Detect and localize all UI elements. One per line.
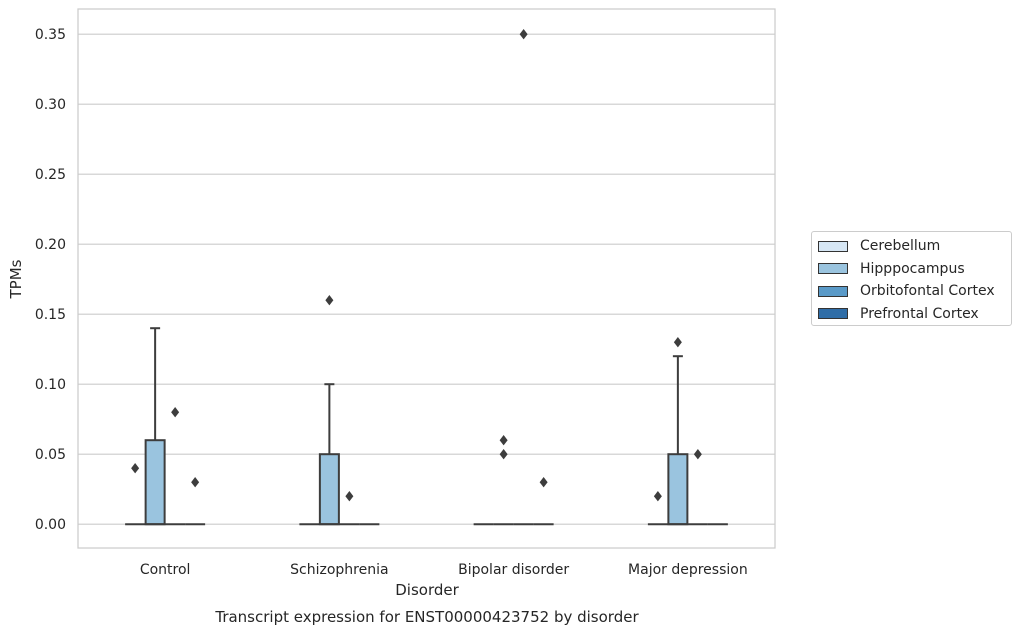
outlier-point bbox=[191, 477, 200, 488]
plot-outliers bbox=[131, 29, 702, 502]
legend-swatch bbox=[818, 308, 848, 319]
y-tick-label: 0.15 bbox=[35, 307, 66, 323]
legend-item: Hipppocampus bbox=[818, 259, 965, 279]
box-body bbox=[144, 439, 166, 526]
y-tick-label: 0.30 bbox=[35, 97, 66, 113]
box-body bbox=[667, 453, 689, 526]
x-tick-label: Schizophrenia bbox=[290, 562, 388, 578]
y-tick-label: 0.10 bbox=[35, 377, 66, 393]
outlier-point bbox=[653, 491, 662, 502]
outlier-point bbox=[499, 435, 508, 446]
box-1-3 bbox=[667, 355, 689, 526]
outlier-point bbox=[131, 463, 140, 474]
outlier-point bbox=[519, 29, 528, 40]
plot-frame bbox=[77, 8, 776, 549]
plot-boxes bbox=[125, 327, 728, 526]
outlier-point bbox=[673, 337, 682, 348]
legend-item: Cerebellum bbox=[818, 236, 940, 256]
box-1-1 bbox=[318, 383, 340, 526]
outlier-point bbox=[325, 295, 334, 306]
legend-swatch bbox=[818, 263, 848, 274]
outlier-point bbox=[693, 449, 702, 460]
outlier-point bbox=[345, 491, 354, 502]
legend: Cerebellum Hipppocampus Orbitofontal Corte… bbox=[811, 231, 1012, 326]
outlier-point bbox=[539, 477, 548, 488]
box-body bbox=[318, 453, 340, 526]
y-tick-label: 0.25 bbox=[35, 167, 66, 183]
y-tick-label: 0.00 bbox=[35, 517, 66, 533]
x-tick-label: Control bbox=[140, 562, 191, 578]
legend-item: Prefrontal Cortex bbox=[818, 304, 979, 324]
legend-label: Cerebellum bbox=[860, 238, 941, 254]
outlier-point bbox=[171, 407, 180, 418]
box-1-0 bbox=[144, 327, 166, 526]
x-tick-label: Bipolar disorder bbox=[458, 562, 569, 578]
legend-label: Prefrontal Cortex bbox=[860, 305, 979, 322]
x-axis-ticks: Control Schizophrenia Bipolar disorder Majo… bbox=[140, 562, 748, 578]
legend-swatch bbox=[818, 285, 848, 297]
legend-swatch bbox=[818, 240, 848, 252]
y-tick-label: 0.35 bbox=[35, 27, 66, 43]
x-axis-label: Disorder bbox=[395, 581, 459, 599]
gridlines bbox=[78, 33, 775, 525]
y-tick-label: 0.05 bbox=[35, 447, 66, 463]
y-axis-label: TPMs bbox=[7, 259, 25, 299]
legend-item: Orbitofontal Cortex bbox=[818, 281, 995, 301]
legend-label: Hipppocampus bbox=[860, 260, 965, 277]
outlier-point bbox=[499, 449, 508, 460]
y-axis-ticks: 0.00 0.05 0.10 0.15 0.20 0.25 0.30 0.35 bbox=[35, 27, 66, 533]
legend-label: Orbitofontal Cortex bbox=[860, 283, 995, 299]
x-tick-label: Major depression bbox=[628, 562, 748, 578]
chart-caption: Transcript expression for ENST0000042375… bbox=[214, 608, 639, 626]
y-tick-label: 0.20 bbox=[35, 237, 66, 253]
